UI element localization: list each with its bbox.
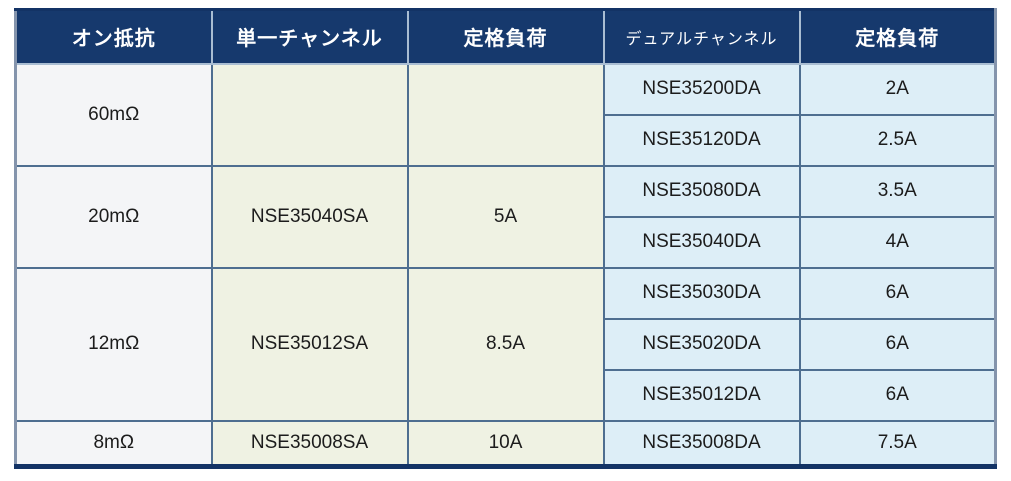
product-selection-table: オン抵抗 単一チャンネル 定格負荷 デュアルチャンネル 定格負荷 60mΩ NS… <box>14 8 997 469</box>
dual-part-cell: NSE35020DA <box>602 317 801 371</box>
dual-load-cell: 7.5A <box>798 419 997 468</box>
dual-load-cell: 6A <box>798 266 997 320</box>
table-row: 12mΩ NSE35012SA 8.5A NSE35030DA 6A <box>14 266 997 422</box>
header-rated-load-single: 定格負荷 <box>406 8 605 65</box>
on-resistance-cell: 8mΩ <box>14 419 213 468</box>
table-row: NSE35020DA 6A <box>16 317 997 371</box>
single-load-cell: 8.5A <box>406 266 605 422</box>
single-part-cell: NSE35008SA <box>210 419 409 468</box>
dual-load-cell: 2A <box>798 62 997 116</box>
single-load-cell <box>406 62 605 167</box>
dual-load-cell: 6A <box>798 317 997 371</box>
dual-load-cell: 6A <box>798 368 997 422</box>
dual-part-cell: NSE35008DA <box>602 419 801 468</box>
on-resistance-cell: 20mΩ <box>14 164 213 269</box>
dual-load-cell: 4A <box>798 215 997 269</box>
table-row: NSE35120DA 2.5A <box>16 113 997 167</box>
dual-part-cell: NSE35030DA <box>602 266 801 320</box>
dual-load-cell: 2.5A <box>798 113 997 167</box>
table-header-row: オン抵抗 単一チャンネル 定格負荷 デュアルチャンネル 定格負荷 <box>14 8 997 65</box>
single-load-cell: 10A <box>406 419 605 468</box>
dual-part-cell: NSE35080DA <box>602 164 801 218</box>
table-row: 20mΩ NSE35040SA 5A NSE35080DA 3.5A <box>14 164 997 269</box>
single-load-cell: 5A <box>406 164 605 269</box>
on-resistance-cell: 12mΩ <box>14 266 213 422</box>
dual-part-cell: NSE35200DA <box>602 62 801 116</box>
header-on-resistance: オン抵抗 <box>14 8 213 65</box>
dual-part-cell: NSE35120DA <box>602 113 801 167</box>
dual-part-cell: NSE35012DA <box>602 368 801 422</box>
dual-part-cell: NSE35040DA <box>602 215 801 269</box>
table-row: NSE35012DA 6A <box>16 368 997 422</box>
table-row: 8mΩ NSE35008SA 10A NSE35008DA 7.5A <box>14 419 997 468</box>
single-part-cell: NSE35040SA <box>210 164 409 269</box>
on-resistance-cell: 60mΩ <box>14 62 213 167</box>
header-single-channel: 単一チャンネル <box>210 8 409 65</box>
single-part-cell: NSE35012SA <box>210 266 409 422</box>
dual-load-cell: 3.5A <box>798 164 997 218</box>
header-rated-load-dual: 定格負荷 <box>798 8 997 65</box>
table-row: NSE35040DA 4A <box>16 215 997 269</box>
table-row: 60mΩ NSE35200DA 2A <box>14 62 997 167</box>
header-dual-channel: デュアルチャンネル <box>602 8 801 65</box>
single-part-cell <box>210 62 409 167</box>
